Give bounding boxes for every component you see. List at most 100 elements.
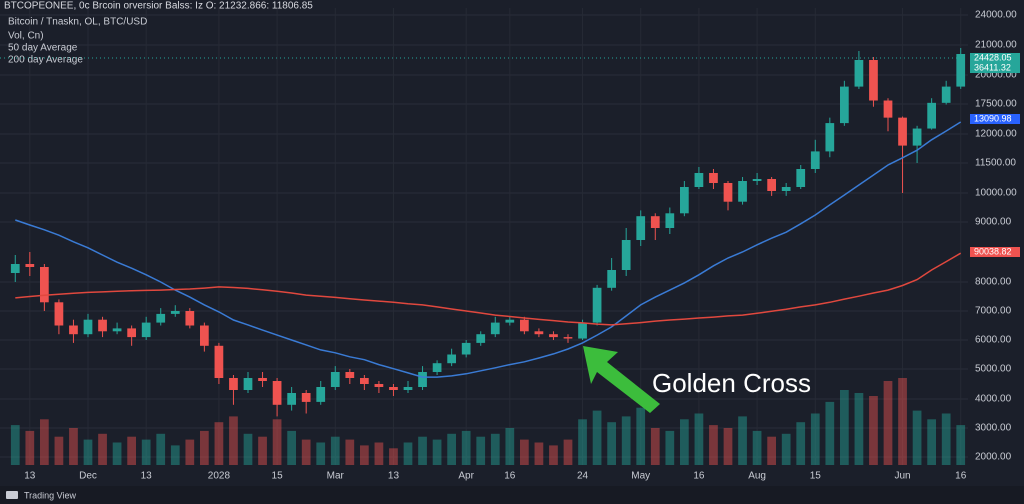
- x-tick-label: 24: [577, 471, 589, 482]
- x-tick-label: 16: [955, 471, 967, 482]
- candle-body: [229, 378, 238, 390]
- price-badge-label: 36411.32: [974, 62, 1011, 72]
- chart-title: BTCOPEONEE, 0c Brcoin orversior Balss: I…: [4, 1, 313, 12]
- logo-icon: [6, 491, 18, 499]
- candle-body: [258, 378, 267, 381]
- candle-body: [810, 151, 820, 169]
- candle-body: [680, 187, 689, 214]
- chart-subtitle: Bitcoin / Tnaskn, OL, BTC/USD: [8, 17, 147, 28]
- volume-bar: [330, 436, 340, 465]
- volume-bar: [592, 410, 602, 465]
- price-badge: [970, 63, 1020, 73]
- candle-body: [141, 322, 151, 338]
- volume-bar: [156, 433, 166, 465]
- volume-bar: [389, 448, 398, 465]
- x-tick-label: 13: [141, 471, 153, 482]
- volume-bar: [83, 439, 93, 465]
- volume-bar: [185, 439, 195, 465]
- candle-body: [578, 322, 587, 339]
- candle-body: [563, 337, 573, 339]
- volume-bar: [578, 419, 587, 465]
- volume-bar: [810, 413, 820, 465]
- y-tick-label: 5000.00: [975, 364, 1012, 375]
- candles: [10, 48, 966, 417]
- volume-bar: [854, 393, 864, 465]
- candle-body: [665, 213, 675, 228]
- volume-bar: [258, 436, 267, 465]
- volume-bar: [10, 425, 20, 465]
- volume-bar: [650, 428, 660, 465]
- volume-bar: [941, 413, 951, 465]
- volume-bar: [898, 378, 907, 465]
- volume-bar: [621, 416, 631, 465]
- candle-body: [112, 328, 122, 332]
- candle-body: [490, 322, 500, 335]
- y-tick-label: 21000.00: [975, 40, 1017, 51]
- volume-bar: [796, 422, 806, 465]
- candle-body: [912, 128, 922, 146]
- candle-body: [927, 102, 936, 129]
- volume-bar: [825, 401, 835, 465]
- volume-bar: [360, 445, 369, 465]
- volume: [10, 378, 966, 465]
- volume-bar: [98, 433, 107, 465]
- legend-entry: 50 day Average: [8, 43, 78, 54]
- price-badge-label: 90038.82: [974, 246, 1012, 256]
- volume-bar: [461, 430, 471, 465]
- candle-body: [621, 240, 631, 270]
- x-tick-label: 15: [810, 471, 822, 482]
- volume-bar: [680, 419, 689, 465]
- y-tick-label: 17500.00: [975, 99, 1017, 110]
- candle-body: [360, 378, 369, 384]
- volume-bar: [418, 436, 427, 465]
- volume-bar: [927, 419, 936, 465]
- volume-bar: [956, 425, 966, 465]
- x-tick-label: Mar: [327, 471, 345, 482]
- x-tick-label: May: [631, 471, 650, 482]
- volume-bar: [912, 410, 922, 465]
- candle-body: [752, 179, 762, 181]
- volume-bar: [505, 428, 515, 465]
- volume-bar: [490, 433, 500, 465]
- candle-body: [898, 117, 907, 146]
- price-badge-label: 24428.05: [974, 52, 1012, 62]
- candle-body: [69, 325, 78, 335]
- candle-body: [694, 173, 704, 187]
- candle-body: [330, 372, 340, 387]
- volume-bar: [200, 430, 209, 465]
- candle-body: [54, 302, 64, 326]
- y-tick-label: 20000.00: [975, 70, 1017, 81]
- volume-bar: [287, 430, 296, 465]
- x-tick-label: Jun: [894, 471, 910, 482]
- logo: Trading View: [24, 490, 77, 500]
- y-tick-label: 2000.00: [975, 452, 1012, 463]
- candle-body: [723, 183, 733, 202]
- candle-body: [185, 311, 195, 326]
- candle-body: [389, 387, 398, 390]
- candle-body: [854, 60, 864, 87]
- volume-bar: [301, 439, 311, 465]
- volume-bar: [214, 422, 224, 465]
- candle-body: [781, 187, 791, 191]
- candle-body: [592, 287, 602, 323]
- footer: [0, 486, 1024, 504]
- candle-body: [10, 264, 20, 273]
- volume-legend: Vol, Cn): [8, 31, 44, 42]
- candle-body: [374, 384, 384, 387]
- candle-body: [170, 311, 180, 314]
- volume-bar: [112, 442, 122, 465]
- candle-body: [432, 363, 442, 372]
- y-tick-label: 9000.00: [975, 217, 1012, 228]
- candle-body: [476, 334, 486, 343]
- annotation: Golden Cross: [652, 368, 811, 398]
- candle-body: [650, 216, 660, 228]
- volume-bar: [694, 413, 704, 465]
- volume-bar: [723, 428, 733, 465]
- candle-body: [272, 381, 282, 405]
- candle-body: [636, 216, 646, 240]
- candle-body: [83, 319, 93, 335]
- volume-bar: [840, 390, 849, 465]
- candle-body: [869, 60, 878, 101]
